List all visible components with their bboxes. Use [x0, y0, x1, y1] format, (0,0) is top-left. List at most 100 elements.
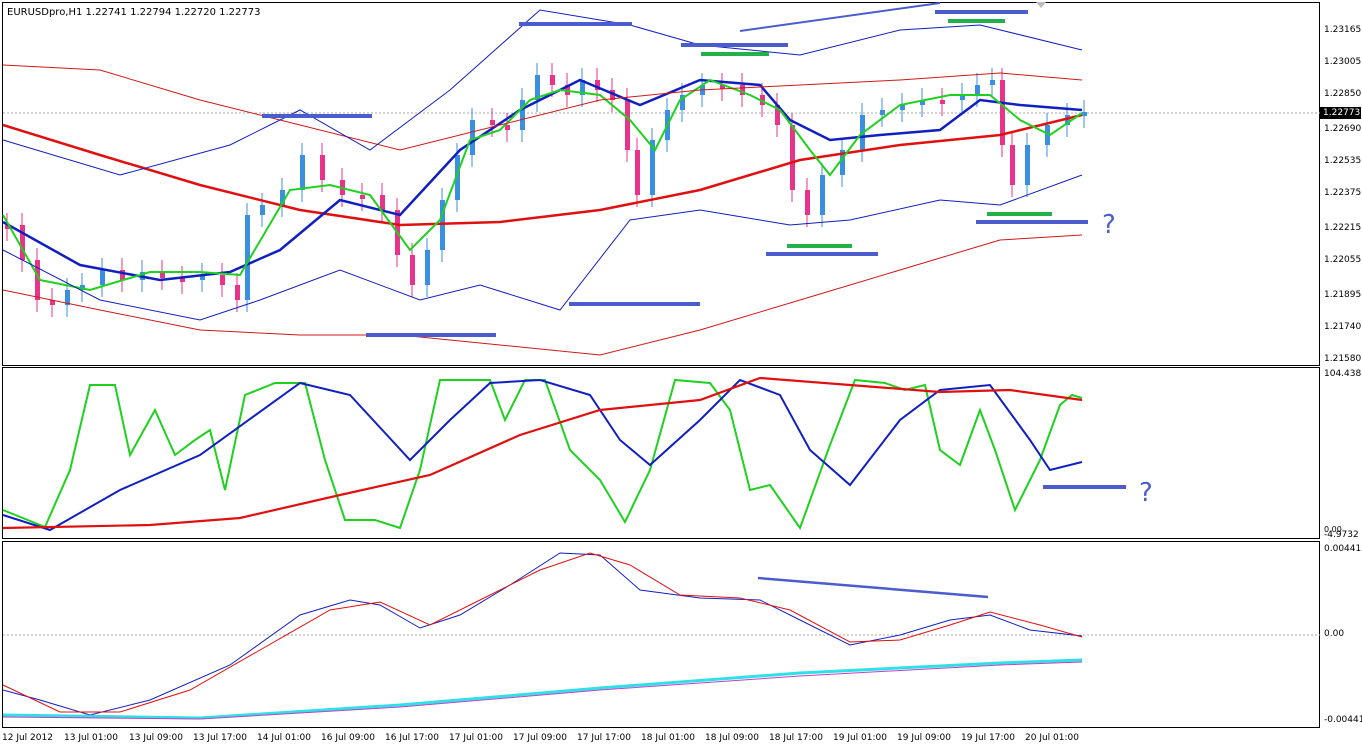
bear-candle [160, 272, 165, 278]
bull-candle [990, 80, 995, 85]
bear-candle [805, 190, 810, 215]
signal-line [2, 552, 1083, 713]
time-tick: 16 Jul 09:00 [321, 733, 375, 743]
bear-candle [790, 125, 795, 190]
bull-candle [65, 290, 70, 305]
time-tick: 17 Jul 01:00 [449, 733, 503, 743]
bull-candle [300, 155, 305, 190]
time-tick: 19 Jul 17:00 [961, 733, 1015, 743]
chart-title: EURUSDpro,H1 1.22741 1.22794 1.22720 1.2… [7, 7, 261, 18]
bull-candle [975, 85, 980, 95]
bull-candle [100, 270, 105, 285]
bear-candle [180, 278, 185, 282]
bull-candle [880, 110, 885, 115]
bear-candle [490, 120, 495, 125]
bear-candle [635, 150, 640, 195]
annotation-question-mark: ? [1139, 478, 1153, 508]
bull-candle [900, 105, 905, 110]
bear-candle [50, 300, 55, 305]
long-signal-line [2, 658, 1083, 720]
bull-candle [840, 150, 845, 175]
bear-candle [5, 225, 10, 229]
channel-upper [2, 9, 1083, 176]
oscillator-pane[interactable] [2, 367, 1320, 539]
bear-candle [550, 75, 555, 85]
bear-candle [320, 155, 325, 180]
macd-top-tick: 0.00441 [1324, 544, 1362, 554]
annotation-question-mark: ? [1102, 210, 1116, 240]
bear-candle [1010, 145, 1015, 185]
bull-candle [440, 200, 445, 250]
bear-candle [20, 225, 25, 260]
bear-candle [625, 100, 630, 150]
price-tick: 1.22535 [1324, 156, 1362, 166]
channel-lower [2, 174, 1083, 321]
price-tick: 1.21580 [1324, 354, 1362, 364]
time-tick: 13 Jul 09:00 [129, 733, 183, 743]
bull-candle [1065, 115, 1070, 125]
bull-candle [580, 80, 585, 95]
bear-candle [595, 80, 600, 90]
price-tick: 1.22055 [1324, 255, 1362, 265]
bear-candle [505, 125, 510, 130]
osc-top-tick: 104.438 [1324, 369, 1362, 379]
bull-candle [920, 100, 925, 105]
band-lower [2, 234, 1083, 356]
bear-candle [235, 285, 240, 300]
trendline [757, 576, 989, 599]
bull-candle [260, 205, 265, 215]
rsi-ma-line [2, 376, 1083, 530]
trendline [739, 2, 941, 32]
rsi-line [2, 378, 1083, 532]
bull-candle [470, 120, 475, 155]
time-tick: 17 Jul 09:00 [513, 733, 567, 743]
price-tick: 1.21740 [1324, 322, 1362, 332]
bull-candle [520, 100, 525, 130]
time-tick: 18 Jul 01:00 [641, 733, 695, 743]
bear-candle [740, 85, 745, 95]
bear-candle [1000, 80, 1005, 145]
bull-candle [680, 95, 685, 110]
bull-candle [960, 95, 965, 100]
time-tick: 14 Jul 01:00 [257, 733, 311, 743]
time-tick: 18 Jul 17:00 [769, 733, 823, 743]
time-tick: 18 Jul 09:00 [705, 733, 759, 743]
time-tick: 13 Jul 17:00 [193, 733, 247, 743]
bear-candle [720, 85, 725, 89]
bull-candle [535, 75, 540, 100]
bear-candle [220, 275, 225, 285]
bear-candle [940, 100, 945, 104]
bull-candle [650, 140, 655, 195]
stoch-main-line [2, 378, 1083, 531]
band-upper [2, 64, 1083, 151]
macd-bottom-tick: -0.00441 [1324, 715, 1362, 725]
price-tick: 1.22850 [1324, 89, 1362, 99]
macd-line [2, 552, 1083, 716]
time-tick: 17 Jul 17:00 [577, 733, 631, 743]
bull-candle [1045, 125, 1050, 145]
triangle-down-icon [1036, 2, 1046, 8]
ma-fast-line [2, 78, 1083, 292]
time-tick: 12 Jul 2012 [2, 733, 53, 743]
macd-mid-tick: 0.00 [1324, 629, 1345, 639]
price-tick: 1.22690 [1324, 124, 1362, 134]
price-tick: 1.23005 [1324, 57, 1362, 67]
bear-candle [120, 270, 125, 280]
bear-candle [775, 105, 780, 125]
current-price-tag: 1.22773 [1320, 107, 1361, 119]
price-tick: 1.22215 [1324, 223, 1362, 233]
bull-candle [245, 215, 250, 300]
time-tick: 20 Jul 01:00 [1025, 733, 1079, 743]
bear-candle [380, 195, 385, 210]
price-tick: 1.21895 [1324, 290, 1362, 300]
osc-bottom-tick: -4.9732 [1324, 530, 1359, 540]
time-tick: 19 Jul 09:00 [897, 733, 951, 743]
ma-mid-line [2, 78, 1083, 282]
bull-candle [1025, 145, 1030, 185]
bull-candle [200, 275, 205, 280]
price-tick: 1.23165 [1324, 25, 1362, 35]
bull-candle [280, 190, 285, 205]
bear-candle [360, 195, 365, 199]
bear-candle [610, 90, 615, 100]
